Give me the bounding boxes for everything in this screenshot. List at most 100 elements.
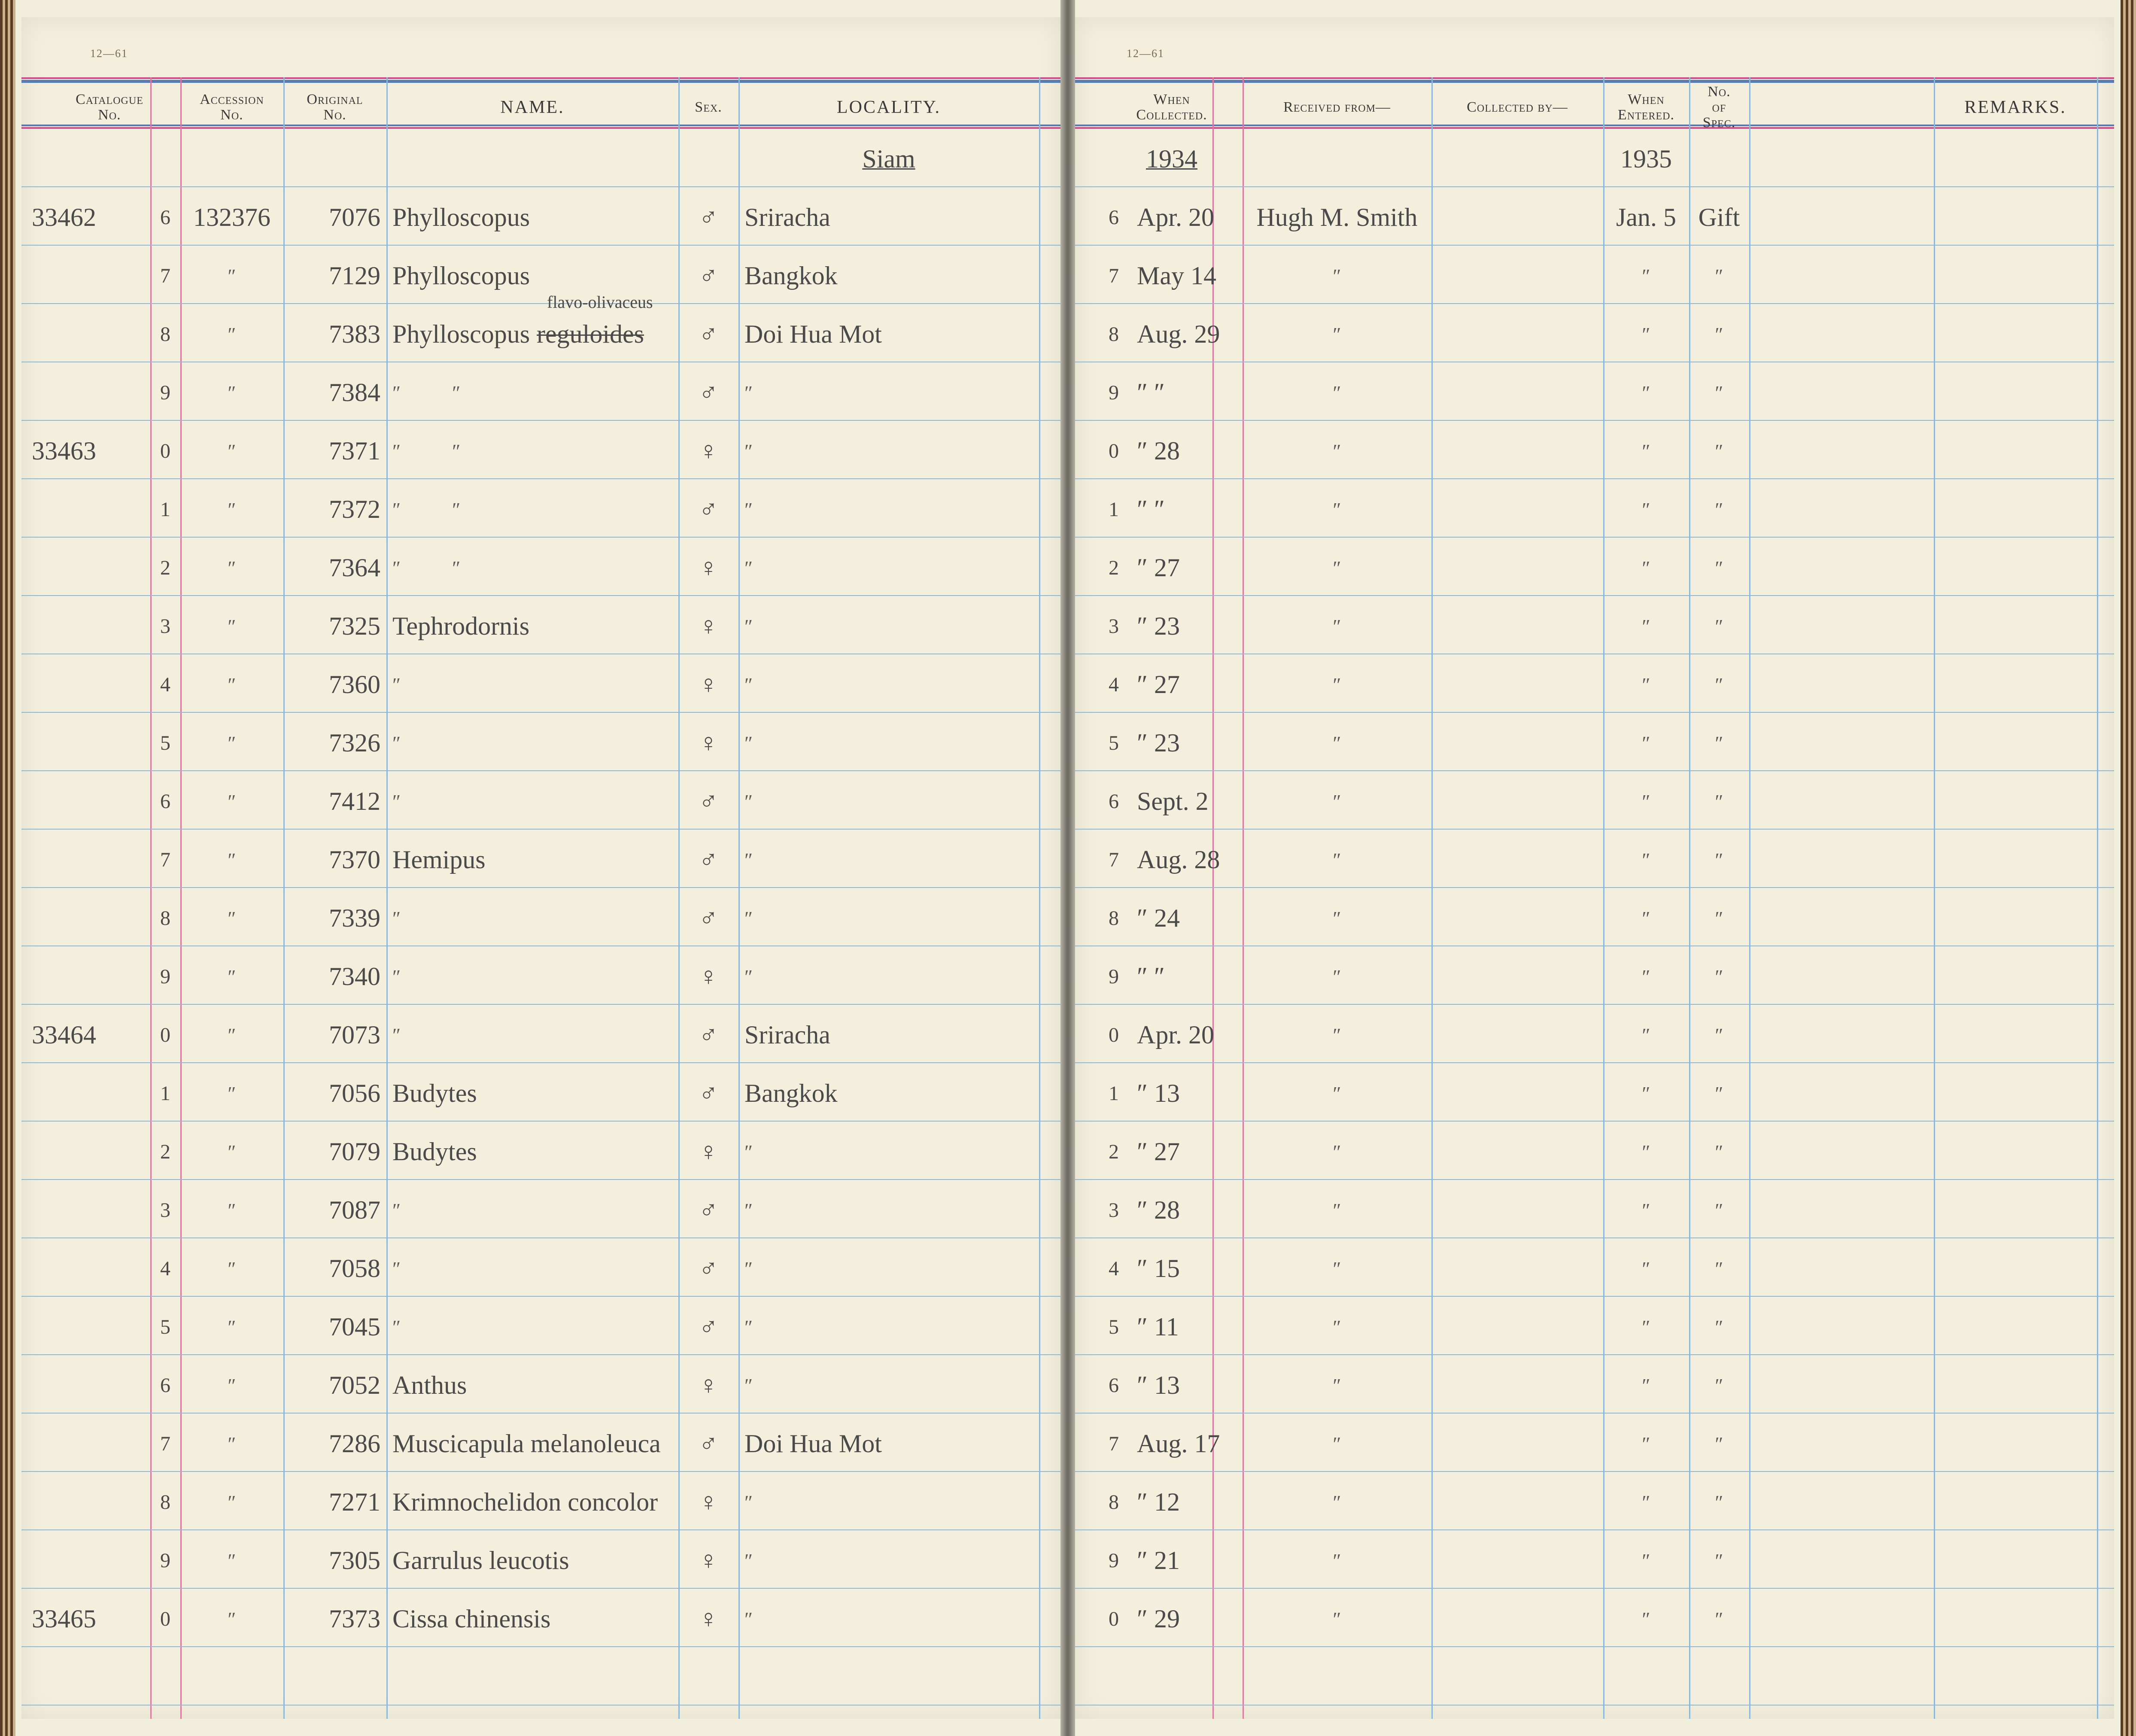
no-of-spec: ″ <box>1689 538 1749 597</box>
table-row: 8Aug. 29″″″ <box>1075 305 2114 363</box>
row-digit: 8 <box>1101 305 1127 363</box>
original-no: 7383 <box>283 305 386 363</box>
catalogue-digit: 2 <box>150 538 180 597</box>
row-digit: 4 <box>1101 655 1127 714</box>
original-no: 7056 <box>283 1064 386 1122</box>
accession: ″ <box>180 1298 283 1356</box>
accession: ″ <box>180 772 283 830</box>
received-from: ″ <box>1243 889 1431 947</box>
accession: ″ <box>180 305 283 363</box>
locality: ″ <box>738 1531 1039 1590</box>
sex: ♀ <box>678 1122 738 1181</box>
row-digit: 7 <box>1101 246 1127 305</box>
received-from: ″ <box>1243 947 1431 1006</box>
locality: ″ <box>738 1181 1039 1239</box>
when-entered: ″ <box>1603 305 1689 363</box>
locality: ″ <box>738 1298 1039 1356</box>
sex: ♀ <box>678 422 738 480</box>
when-collected: ″ 27 <box>1131 655 1243 714</box>
sex: ♂ <box>678 1298 738 1356</box>
name: ″″ <box>386 422 678 480</box>
catalogue-digit: 8 <box>150 305 180 363</box>
received-from: Hugh M. Smith <box>1243 188 1431 246</box>
locality: Sriracha <box>738 188 1039 246</box>
when-collected: ″ ″ <box>1131 363 1243 422</box>
row-digit: 6 <box>1101 1356 1127 1414</box>
sex: ♂ <box>678 188 738 246</box>
locality: ″ <box>738 597 1039 655</box>
table-row: 7Aug. 17″″″ <box>1075 1414 2114 1473</box>
original-no: 7286 <box>283 1414 386 1473</box>
catalogue-digit: 0 <box>150 1006 180 1064</box>
no-of-spec: ″ <box>1689 947 1749 1006</box>
when-collected: ″ 28 <box>1131 1181 1243 1239</box>
accession: ″ <box>180 1064 283 1122</box>
collected-by <box>1431 1298 1603 1356</box>
received-from: ″ <box>1243 597 1431 655</box>
table-row: 5″ 11″″″ <box>1075 1298 2114 1356</box>
when-collected: Sept. 2 <box>1131 772 1243 830</box>
when-collected: May 14 <box>1131 246 1243 305</box>
original-no: 7370 <box>283 830 386 889</box>
when-entered: ″ <box>1603 889 1689 947</box>
table-row: 9″7340″♀″ <box>21 947 1060 1006</box>
table-row: 2″7079Budytes♀″ <box>21 1122 1060 1181</box>
when-collected: ″ 24 <box>1131 889 1243 947</box>
row-digit: 4 <box>1101 1239 1127 1298</box>
table-row: 7″7286Muscicapula melanoleuca♂Doi Hua Mo… <box>21 1414 1060 1473</box>
collected-by <box>1431 714 1603 772</box>
catalogue-digit: 7 <box>150 1414 180 1473</box>
no-of-spec: ″ <box>1689 363 1749 422</box>
catalogue-digit: 7 <box>150 830 180 889</box>
received-from: ″ <box>1243 538 1431 597</box>
catalogue-digit: 8 <box>150 1473 180 1531</box>
catalogue-digit: 9 <box>150 947 180 1006</box>
table-row: 1″7056Budytes♂Bangkok <box>21 1064 1060 1122</box>
row-digit: 8 <box>1101 1473 1127 1531</box>
when-collected: ″ 29 <box>1131 1590 1243 1648</box>
table-row: 0Apr. 20″″″ <box>1075 1006 2114 1064</box>
sex: ♂ <box>678 1181 738 1239</box>
accession: ″ <box>180 597 283 655</box>
catalogue-digit: 8 <box>150 889 180 947</box>
when-entered: ″ <box>1603 246 1689 305</box>
when-collected: ″ 11 <box>1131 1298 1243 1356</box>
catalogue-digit: 6 <box>150 772 180 830</box>
when-entered: ″ <box>1603 1064 1689 1122</box>
accession: ″ <box>180 363 283 422</box>
when-entered: ″ <box>1603 538 1689 597</box>
catalogue-digit: 0 <box>150 422 180 480</box>
name: ″ <box>386 714 678 772</box>
no-of-spec: ″ <box>1689 1473 1749 1531</box>
name: ″ <box>386 1239 678 1298</box>
sex: ♀ <box>678 1531 738 1590</box>
catalogue-digit: 6 <box>150 1356 180 1414</box>
no-of-spec: ″ <box>1689 422 1749 480</box>
when-collected: ″ 23 <box>1131 714 1243 772</box>
received-from: ″ <box>1243 830 1431 889</box>
table-row: 1″ 13″″″ <box>1075 1064 2114 1122</box>
collected-by <box>1431 1473 1603 1531</box>
row-digit: 8 <box>1101 889 1127 947</box>
received-from: ″ <box>1243 305 1431 363</box>
original-no: 7073 <box>283 1006 386 1064</box>
sex: ♂ <box>678 1006 738 1064</box>
accession: 132376 <box>180 188 283 246</box>
collected-by <box>1431 830 1603 889</box>
collected-by <box>1431 1356 1603 1414</box>
no-of-spec: ″ <box>1689 714 1749 772</box>
name: Hemipus <box>386 830 678 889</box>
sex: ♀ <box>678 538 738 597</box>
locality: ″ <box>738 655 1039 714</box>
row-digit: 3 <box>1101 597 1127 655</box>
original-no: 7372 <box>283 480 386 538</box>
table-row: 1″ ″″″″ <box>1075 480 2114 538</box>
name: ″ <box>386 947 678 1006</box>
page-left: 12—61 Catalogue No.Accession No.Original… <box>21 17 1060 1719</box>
sex: ♀ <box>678 597 738 655</box>
no-of-spec: ″ <box>1689 772 1749 830</box>
no-of-spec: ″ <box>1689 480 1749 538</box>
locality: Doi Hua Mot <box>738 305 1039 363</box>
catalogue-digit: 2 <box>150 1122 180 1181</box>
catalogue-digit: 3 <box>150 1181 180 1239</box>
